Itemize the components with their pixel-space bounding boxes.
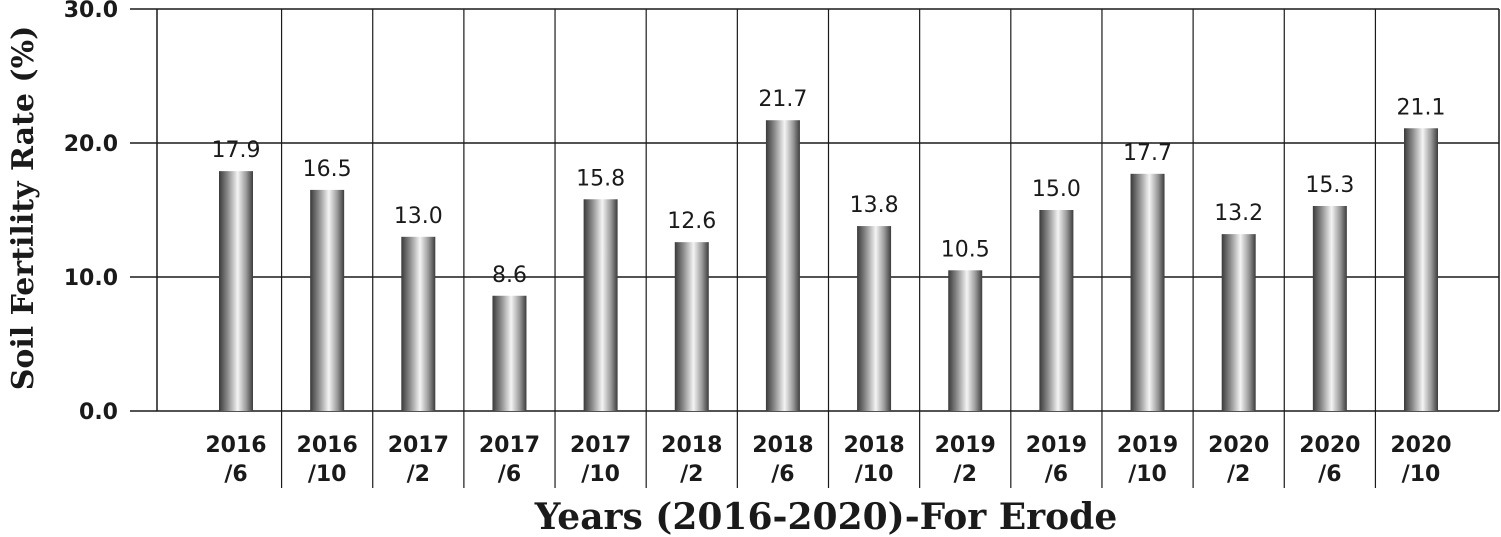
data-label: 13.0 — [394, 204, 443, 229]
x-tick-label: /2 — [954, 462, 977, 487]
x-tick-label: /10 — [581, 462, 620, 487]
x-tick-label: 2020 — [1390, 433, 1451, 458]
x-tick-label: /10 — [1128, 462, 1167, 487]
bar — [674, 242, 709, 411]
x-tick-label: 2018 — [843, 433, 904, 458]
x-tick-label: /6 — [1045, 462, 1068, 487]
x-tick-label: /2 — [680, 462, 703, 487]
bar — [1404, 128, 1438, 411]
x-tick-label: 2016 — [297, 433, 358, 458]
x-tick-label: /6 — [1318, 462, 1341, 487]
y-tick-label: 30.0 — [64, 0, 118, 23]
x-tick-label: 2016 — [205, 433, 266, 458]
x-tick-label: 2017 — [479, 433, 540, 458]
y-tick-labels: 0.0 10.0 20.0 30.0 — [64, 0, 118, 425]
x-tick-label: /10 — [308, 462, 347, 487]
bar — [857, 226, 892, 411]
data-label: 13.2 — [1214, 201, 1263, 226]
data-label: 12.6 — [667, 209, 716, 234]
x-tick-label: 2019 — [1117, 433, 1178, 458]
bar — [310, 189, 345, 411]
data-label: 8.6 — [492, 263, 527, 288]
data-label: 17.9 — [212, 138, 261, 163]
data-label: 13.8 — [850, 193, 899, 218]
bar — [401, 236, 436, 411]
x-tick-label: 2020 — [1299, 433, 1360, 458]
x-axis-title: Years (2016-2020)-For Erode — [534, 496, 1118, 537]
x-tick-label: 2017 — [570, 433, 631, 458]
x-tick-label: 2017 — [388, 433, 449, 458]
bar — [219, 171, 253, 411]
x-tick-label: /2 — [407, 462, 430, 487]
data-label: 15.0 — [1032, 177, 1081, 202]
data-label: 15.3 — [1305, 173, 1354, 198]
x-tick-label: 2019 — [935, 433, 996, 458]
data-label: 15.8 — [576, 166, 625, 191]
x-tick-label: 2020 — [1208, 433, 1269, 458]
bars-layer — [219, 120, 1438, 411]
data-label: 21.7 — [758, 87, 807, 112]
bar — [492, 295, 527, 411]
x-tick-label: /2 — [1227, 462, 1250, 487]
data-label: 16.5 — [303, 157, 352, 182]
grid-layer — [130, 8, 1500, 488]
y-tick-label: 20.0 — [64, 132, 118, 157]
x-tick-label: /10 — [855, 462, 894, 487]
data-label: 21.1 — [1397, 95, 1446, 120]
x-tick-labels: 2016/6 2016/10 2017/2 2017/6 2017/10 2018/2 20… — [205, 433, 1451, 487]
x-tick-label: 2019 — [1026, 433, 1087, 458]
x-tick-label: /10 — [1402, 462, 1441, 487]
x-tick-label: /6 — [224, 462, 247, 487]
labels-layer: 17.9 16.5 13.0 8.6 15.8 12.6 21.7 13.8 10.5 15.0 1… — [212, 87, 1446, 288]
x-tick-label: 2018 — [661, 433, 722, 458]
y-tick-label: 0.0 — [79, 400, 118, 425]
bar — [1312, 205, 1347, 411]
bar — [1130, 173, 1165, 411]
bar — [1039, 210, 1074, 411]
x-tick-label: /6 — [771, 462, 794, 487]
y-tick-label: 10.0 — [64, 266, 118, 291]
bar — [948, 270, 983, 411]
x-tick-label: /6 — [498, 462, 521, 487]
data-label: 10.5 — [941, 237, 990, 262]
bar — [583, 199, 618, 411]
data-label: 17.7 — [1123, 141, 1172, 166]
bar — [765, 120, 800, 411]
x-tick-label: 2018 — [752, 433, 813, 458]
bar — [1221, 234, 1256, 411]
y-axis-title: Soil Fertility Rate (%) — [6, 26, 41, 391]
